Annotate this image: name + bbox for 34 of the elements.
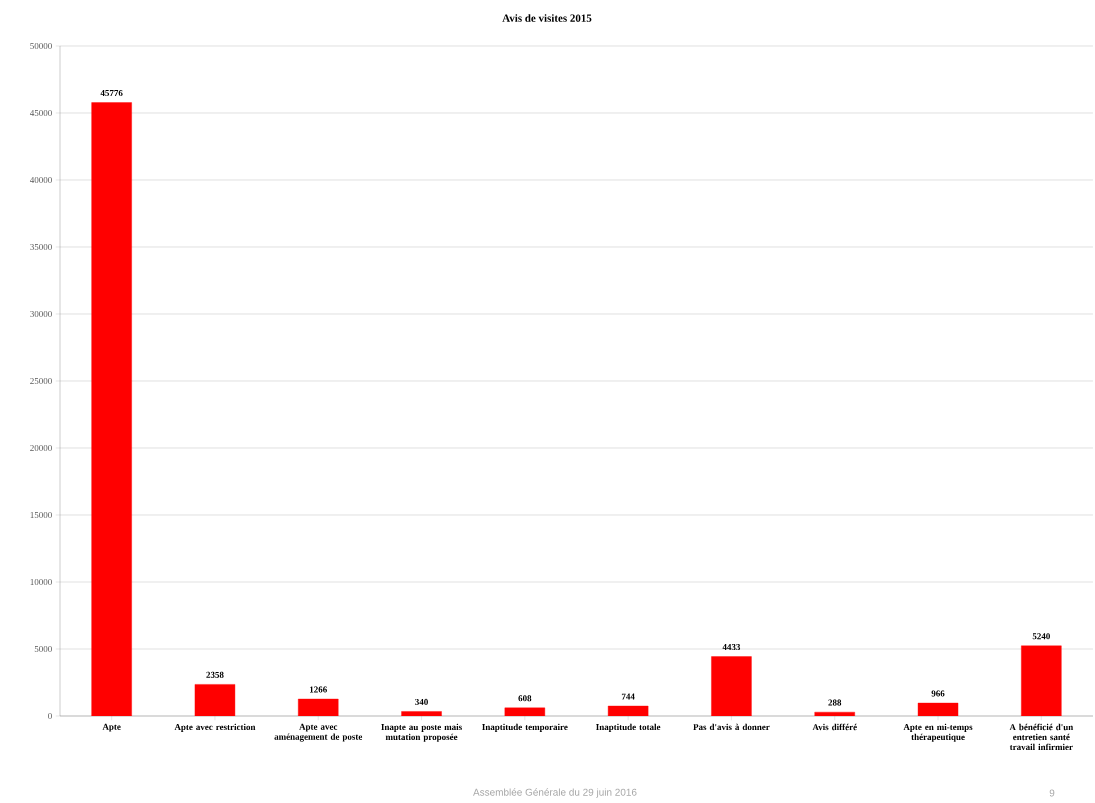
y-tick-label: 0 <box>48 712 52 720</box>
x-tick-label: Inapte au poste mais mutation proposée <box>381 723 462 742</box>
x-tick-label: Avis différé <box>812 723 857 731</box>
x-tick-label: A bénéficié d'un entretien santé travail infirmier <box>1009 723 1074 751</box>
y-tick-label: 50000 <box>30 42 52 50</box>
x-tick-label: Apte <box>102 723 121 732</box>
y-tick-label: 20000 <box>30 444 52 452</box>
x-tick-label: Pas d'avis à donner <box>693 723 770 731</box>
x-tick-label: Inaptitude temporaire <box>482 723 568 732</box>
y-tick-label: 40000 <box>29 176 52 184</box>
data-label: 2358 <box>206 671 224 678</box>
chart-title: Avis de visites 2015 <box>502 14 592 22</box>
x-tick-label: Apte avec restriction <box>174 723 256 732</box>
y-tick-label: 15000 <box>30 511 52 519</box>
data-label: 45776 <box>100 90 123 97</box>
text: Assemblée Générale du 29 juin 2016 <box>473 788 637 798</box>
text: 9 <box>1049 789 1055 797</box>
y-tick-label: 45000 <box>29 109 52 117</box>
x-tick-label: Apte avec aménagement de poste <box>274 723 363 742</box>
x-tick-label: Inaptitude totale <box>596 723 661 732</box>
data-label: 5240 <box>1032 633 1050 640</box>
data-label: 288 <box>828 699 842 706</box>
data-label: 744 <box>621 693 635 700</box>
y-tick-label: 35000 <box>30 243 52 251</box>
data-label: 4433 <box>722 644 741 651</box>
data-label: 1266 <box>310 686 327 693</box>
data-label: 340 <box>415 698 428 705</box>
data-label: 966 <box>931 690 945 697</box>
y-tick-label: 30000 <box>30 310 52 318</box>
y-tick-label: 25000 <box>30 377 52 385</box>
x-tick-label: Apte en mi-temps thérapeutique <box>903 723 973 742</box>
y-tick-label: 10000 <box>30 578 52 586</box>
data-label: 608 <box>518 695 532 702</box>
y-tick-label: 5000 <box>34 645 52 653</box>
